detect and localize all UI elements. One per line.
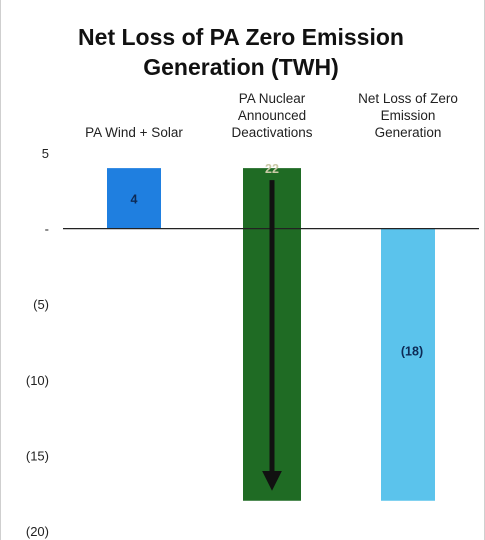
bar	[107, 168, 161, 229]
category-label: Generation	[375, 125, 442, 140]
y-tick-label: (20)	[26, 524, 49, 539]
data-label: (18)	[401, 345, 423, 359]
data-label: 22	[265, 162, 279, 176]
y-tick-label: (5)	[33, 297, 49, 312]
chart-title: Net Loss of PA Zero Emission Generation …	[78, 24, 404, 80]
y-tick-label: 5	[42, 146, 49, 161]
data-label: 4	[131, 192, 138, 206]
category-label: Announced	[238, 108, 306, 123]
category-label: PA Wind + Solar	[85, 125, 183, 140]
bar	[381, 228, 435, 501]
y-tick-label: (10)	[26, 373, 49, 388]
category-label: PA Nuclear	[239, 91, 306, 106]
y-tick-label: (15)	[26, 448, 49, 463]
category-label: Emission	[381, 108, 436, 123]
category-label: Net Loss of Zero	[358, 91, 458, 106]
category-label: Deactivations	[231, 125, 312, 140]
y-tick-label: -	[45, 222, 49, 237]
